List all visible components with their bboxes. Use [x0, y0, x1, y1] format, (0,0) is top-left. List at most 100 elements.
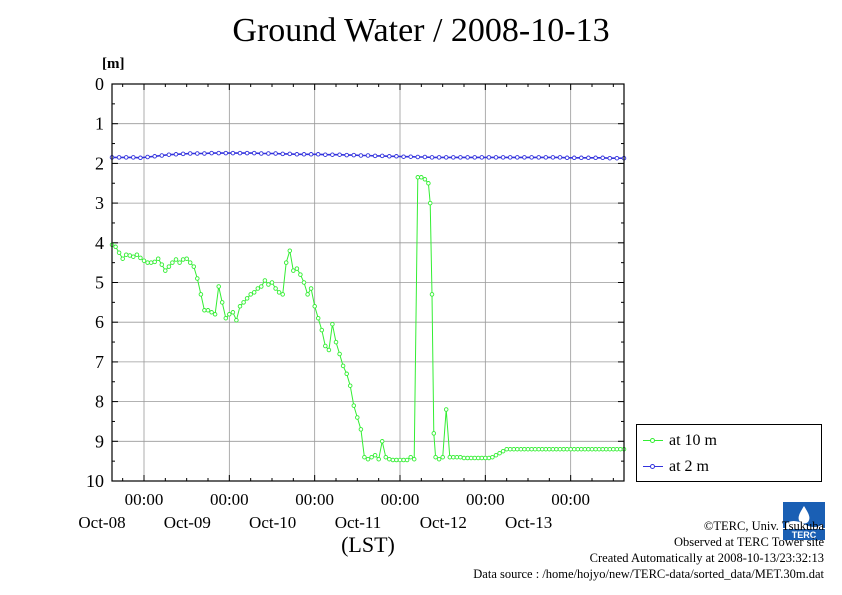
data-point	[273, 286, 278, 291]
data-point	[344, 371, 349, 377]
data-point	[493, 155, 499, 160]
data-point	[486, 155, 492, 160]
data-point	[379, 439, 385, 444]
data-point	[202, 308, 207, 313]
data-point	[351, 403, 357, 408]
data-point	[301, 280, 307, 285]
data-point	[472, 155, 477, 160]
data-point	[187, 151, 193, 156]
y-tick-label: 4	[95, 233, 104, 253]
data-point	[134, 252, 140, 257]
data-point	[166, 152, 172, 157]
data-point	[408, 454, 413, 460]
data-point	[586, 155, 591, 161]
data-point	[557, 155, 563, 160]
data-point	[323, 343, 328, 349]
x-tick-date-label: Oct-13	[505, 513, 552, 532]
legend-item-2m: at 2 m	[643, 457, 709, 477]
data-point	[251, 290, 257, 295]
data-point	[248, 292, 253, 297]
data-point	[571, 446, 577, 452]
data-point	[205, 308, 211, 313]
data-point	[500, 155, 506, 160]
data-point	[333, 339, 339, 345]
y-tick-label: 0	[95, 74, 104, 94]
data-point	[365, 456, 371, 462]
data-point	[323, 152, 328, 157]
data-point	[429, 155, 435, 160]
data-point	[301, 152, 307, 157]
data-point	[319, 327, 325, 333]
data-point	[116, 250, 122, 255]
data-point	[312, 304, 317, 309]
data-point	[159, 153, 165, 158]
data-point	[227, 312, 232, 317]
data-point	[123, 252, 129, 257]
data-point	[273, 151, 278, 156]
data-point	[241, 300, 246, 305]
data-point	[330, 321, 335, 327]
data-point	[408, 154, 413, 159]
data-point	[547, 446, 552, 452]
data-point	[607, 155, 613, 161]
data-point	[202, 151, 207, 156]
data-point	[337, 351, 342, 357]
data-point	[237, 304, 243, 309]
data-point	[440, 454, 445, 460]
data-point	[163, 268, 168, 273]
data-point	[195, 276, 200, 281]
series-line	[111, 176, 624, 461]
y-tick-label: 10	[86, 471, 104, 491]
data-point	[230, 150, 236, 156]
data-point	[532, 446, 538, 452]
x-tick-date-label: Oct-08	[78, 513, 125, 532]
y-tick-label: 6	[95, 312, 104, 332]
data-point	[230, 310, 236, 315]
data-point	[330, 152, 335, 157]
data-point	[223, 150, 229, 156]
data-point	[458, 155, 463, 160]
data-point	[287, 151, 293, 157]
legend-swatch-2m	[643, 462, 663, 472]
data-point	[475, 455, 481, 461]
data-point	[436, 456, 442, 462]
data-point	[422, 177, 428, 182]
data-point	[436, 155, 442, 160]
data-point	[340, 363, 346, 369]
data-point	[358, 427, 364, 432]
x-tick-time-label: 00:00	[466, 490, 505, 509]
data-point	[237, 150, 243, 156]
data-point	[141, 258, 147, 263]
data-point	[557, 446, 563, 452]
y-tick-label: 8	[95, 392, 104, 412]
data-point	[522, 446, 527, 452]
data-point	[433, 454, 438, 460]
data-point	[294, 266, 300, 271]
data-point	[212, 312, 218, 317]
series-2m	[109, 150, 627, 161]
data-point	[291, 268, 296, 273]
data-point	[262, 278, 268, 283]
data-point	[443, 407, 449, 412]
data-point	[120, 256, 125, 261]
data-point	[195, 151, 200, 156]
data-point	[451, 155, 456, 160]
data-point	[404, 457, 410, 463]
data-point	[550, 155, 556, 160]
data-point	[244, 150, 250, 156]
data-point	[611, 446, 616, 452]
data-point	[497, 450, 502, 456]
y-tick-label: 3	[95, 193, 104, 213]
data-point	[358, 153, 364, 158]
copyright-text: ©TERC, Univ. Tsukuba	[703, 519, 824, 533]
data-point	[131, 155, 136, 160]
data-point	[458, 454, 463, 460]
data-point	[394, 457, 399, 463]
y-tick-label: 9	[95, 431, 104, 451]
data-point	[564, 155, 570, 161]
data-point	[614, 155, 620, 161]
x-axis-label: (LST)	[341, 532, 395, 557]
data-point	[315, 315, 321, 321]
data-point	[276, 290, 282, 295]
data-point	[515, 155, 520, 160]
